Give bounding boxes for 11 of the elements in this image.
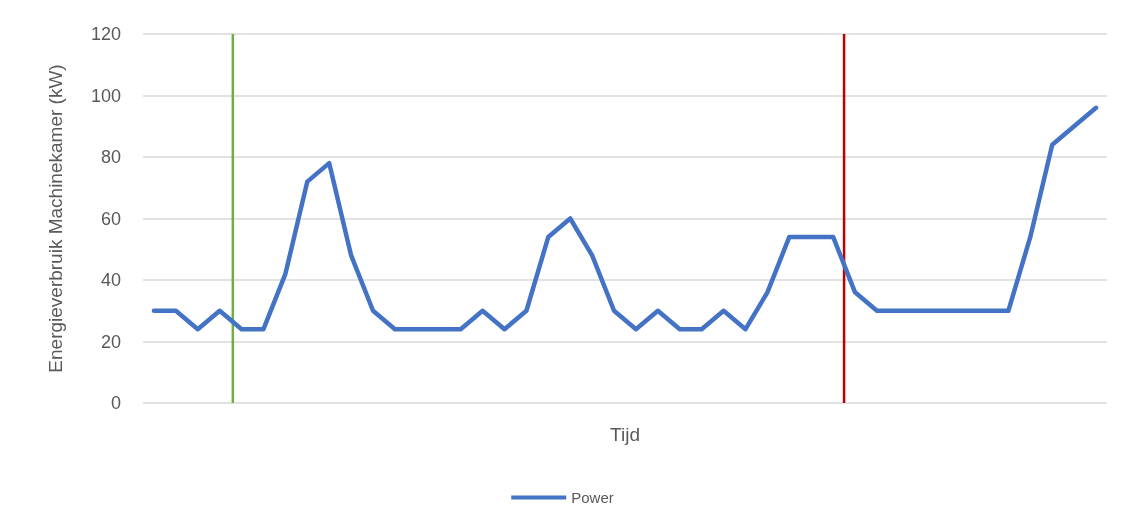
y-tick-label: 100 <box>90 85 121 106</box>
y-tick-label: 40 <box>100 270 121 290</box>
y-tick-label: 0 <box>110 393 121 413</box>
y-axis-title: Energieverbruik Machinekamer (kW) <box>45 64 66 373</box>
y-tick-label: 80 <box>100 147 121 167</box>
x-axis-title: Tijd <box>610 424 640 445</box>
y-tick-label: 20 <box>100 331 121 352</box>
y-tick-label: 60 <box>100 208 121 229</box>
y-tick-label: 120 <box>90 24 121 44</box>
line-series <box>151 105 1099 332</box>
legend-label: Power <box>571 489 614 506</box>
